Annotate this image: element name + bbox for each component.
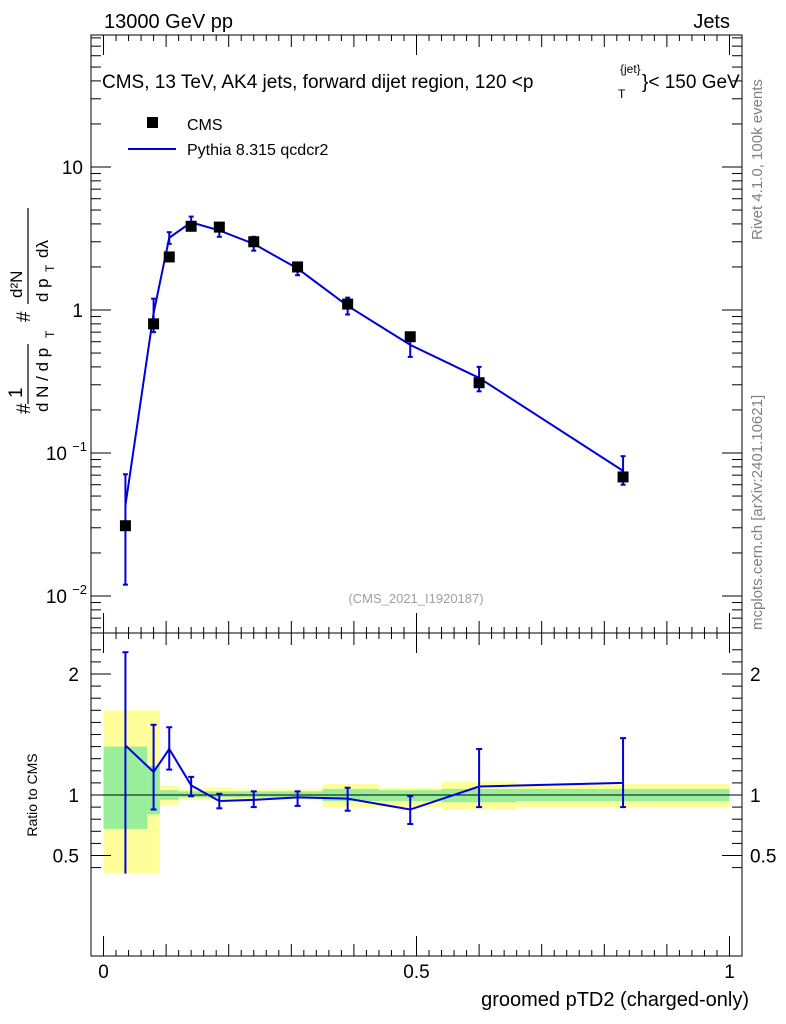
y-title-hash2: #: [14, 311, 35, 322]
ratio-data-layer: [122, 651, 627, 874]
ratio-y-axis-title: Ratio to CMS: [24, 753, 40, 836]
cms-data-point: [342, 298, 354, 310]
y-title-d2n: d²N: [7, 271, 26, 298]
main-panel: 10 −2 10 −1 1 10 # 1 d N / d p T # d²N d p T …: [6, 34, 743, 634]
y-title-t1: T: [43, 330, 57, 338]
main-data-layer: [119, 215, 629, 586]
legend-mc-label: Pythia 8.315 qcdcr2: [187, 142, 329, 159]
legend-cms-label: CMS: [187, 117, 223, 134]
analysis-watermark: (CMS_2021_I1920187): [348, 591, 483, 606]
category-label: Jets: [693, 11, 730, 33]
cms-data-point: [617, 471, 629, 483]
main-y-tick-label-base: 10: [46, 444, 67, 465]
x-tick-label: 0: [98, 962, 109, 983]
x-axis-title: groomed pTD2 (charged-only): [481, 989, 749, 1011]
cms-data-point: [248, 236, 260, 248]
y-title-dn: d N / d p: [33, 348, 52, 412]
y-title-dp: d p: [33, 278, 52, 302]
ratio-series-line: [124, 744, 624, 811]
cms-data-point: [292, 261, 304, 273]
main-y-axis-labels: 10 −2 10 −1 1 10: [46, 158, 87, 608]
y-title-t2: T: [43, 264, 57, 272]
cms-data-point: [185, 220, 197, 232]
cms-data-point: [119, 520, 131, 532]
ratio-y-tick-label: 2: [68, 665, 79, 686]
ratio-y-tick-label-right: 1: [750, 786, 761, 807]
cms-data-point: [163, 251, 175, 263]
title-sup: {jet}: [620, 62, 641, 76]
main-y-tick-label-exp: −2: [72, 582, 87, 597]
mc-series-line: [124, 221, 624, 506]
main-y-tick-label: 1: [72, 301, 83, 322]
main-y-axis-title: # 1 d N / d p T # d²N d p T dλ: [6, 208, 57, 414]
ratio-y-axis-ticks: 0.5 0.5 1 1 2 2: [53, 649, 776, 869]
y-title-one: 1: [6, 387, 27, 398]
ratio-panel: 0.5 0.51 12 2 0 0.5 1 Ratio to CMS groomed pT…: [24, 632, 776, 1011]
main-y-tick-label: 10: [62, 158, 83, 179]
title-suffix: }< 150 GeV: [642, 72, 740, 93]
legend: CMS Pythia 8.315 qcdcr2: [128, 117, 329, 159]
y-title-hash1: #: [14, 403, 35, 414]
main-y-axis-ticks: [91, 37, 742, 629]
x-tick-label: 1: [724, 962, 735, 983]
main-title: CMS, 13 TeV, AK4 jets, forward dijet reg…: [102, 62, 740, 101]
ratio-x-axis-ticks: 0 0.5 1: [98, 633, 735, 983]
rivet-version-label: Rivet 4.1.0, 100k events: [749, 79, 766, 240]
main-y-tick-label-base: 10: [46, 587, 67, 608]
main-y-tick-label-exp: −1: [72, 439, 87, 454]
energy-label: 13000 GeV pp: [104, 11, 233, 33]
title-sub: T: [618, 87, 626, 101]
legend-cms-marker: [147, 117, 158, 128]
cms-data-point: [473, 377, 485, 389]
y-title-dl: dλ: [33, 240, 52, 258]
cms-data-point: [404, 331, 416, 343]
main-x-axis-ticks: [103, 35, 730, 633]
title-text: CMS, 13 TeV, AK4 jets, forward dijet reg…: [102, 72, 533, 93]
ratio-uncertainty-bands: [103, 710, 730, 874]
x-tick-label: 0.5: [403, 962, 429, 983]
cms-data-point: [148, 318, 160, 330]
cms-data-point: [213, 221, 225, 233]
ratio-y-tick-label: 1: [68, 786, 79, 807]
mcplots-label: mcplots.cern.ch [arXiv:2401.10621]: [749, 395, 766, 630]
ratio-y-tick-label-right: 0.5: [750, 847, 776, 868]
ratio-y-tick-label: 0.5: [53, 847, 79, 868]
ratio-y-tick-label-right: 2: [750, 665, 761, 686]
